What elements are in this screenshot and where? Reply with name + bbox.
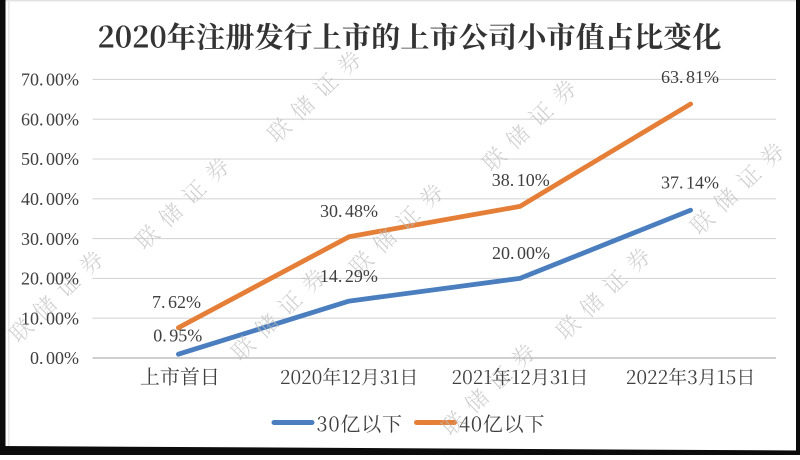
- svg-text:0.95%: 0. 95%: [153, 326, 202, 346]
- svg-text:30.00%: 30. 00%: [21, 229, 79, 249]
- svg-text:20.00%: 20. 00%: [492, 243, 550, 263]
- svg-text:20.00%: 20. 00%: [21, 269, 79, 289]
- svg-text:63.81%: 63. 81%: [661, 67, 719, 87]
- svg-text:30.48%: 30. 48%: [320, 201, 378, 221]
- svg-text:70.00%: 70. 00%: [21, 70, 79, 90]
- svg-text:7.62%: 7. 62%: [152, 292, 201, 312]
- svg-text:50.00%: 50. 00%: [21, 149, 79, 169]
- svg-text:14.29%: 14. 29%: [320, 266, 378, 286]
- svg-text:37.14%: 37. 14%: [661, 173, 719, 193]
- svg-text:40.00%: 40. 00%: [21, 189, 79, 209]
- svg-text:60.00%: 60. 00%: [21, 109, 79, 129]
- svg-text:38.10%: 38. 10%: [492, 170, 550, 190]
- svg-text:0.00%: 0. 00%: [30, 348, 79, 368]
- svg-text:10.00%: 10. 00%: [21, 308, 79, 328]
